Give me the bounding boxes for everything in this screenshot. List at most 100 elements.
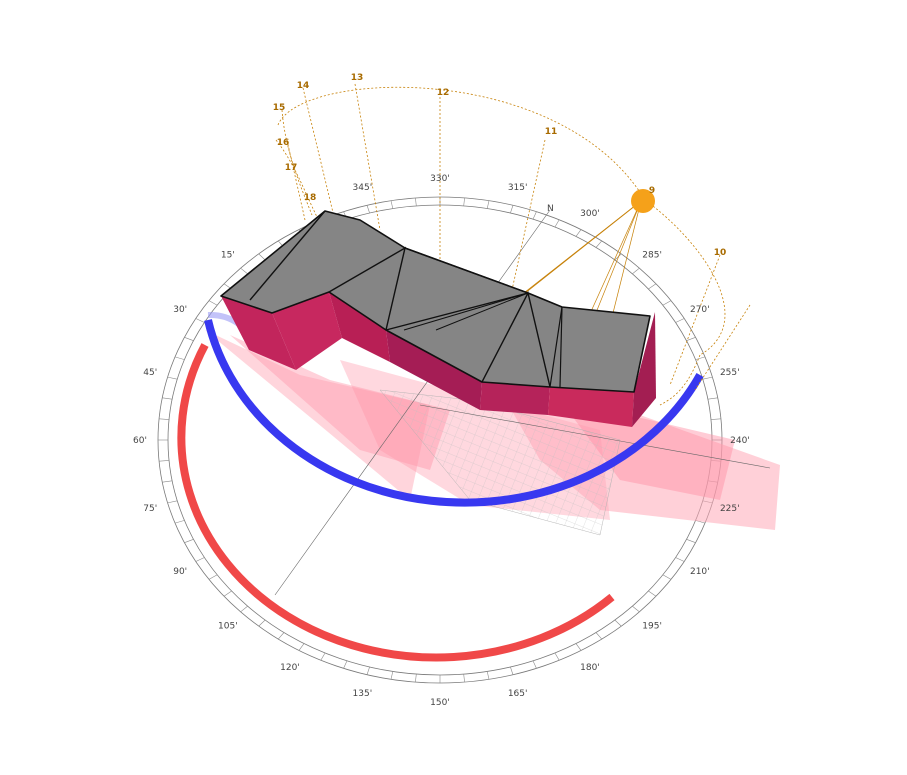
sun-hour-label: 17 bbox=[285, 163, 298, 173]
compass-degree-label: 15' bbox=[221, 251, 235, 261]
compass-tick bbox=[258, 619, 266, 627]
roof bbox=[220, 210, 651, 393]
compass-tick bbox=[240, 267, 248, 275]
compass-degree-label: 105' bbox=[218, 621, 238, 631]
wall-mid-2 bbox=[386, 330, 482, 410]
compass-tick bbox=[575, 643, 582, 651]
compass-tick bbox=[510, 205, 514, 214]
compass-tick bbox=[675, 557, 685, 562]
compass-tick bbox=[366, 205, 370, 214]
compass-tick bbox=[510, 666, 514, 675]
compass-tick bbox=[486, 200, 490, 209]
compass-tick bbox=[167, 376, 178, 380]
compass-tick bbox=[662, 574, 672, 580]
compass-tick bbox=[532, 660, 537, 669]
compass-degree-label: 285' bbox=[642, 251, 662, 261]
sun-hour-label: 10 bbox=[714, 248, 727, 258]
compass-tick bbox=[575, 229, 582, 237]
compass-tick bbox=[415, 197, 417, 206]
compass-degree-label: 150' bbox=[430, 698, 450, 708]
compass-tick bbox=[208, 574, 218, 580]
compass-tick bbox=[463, 674, 465, 683]
compass-tick bbox=[208, 300, 218, 306]
compass-tick bbox=[159, 460, 170, 462]
building bbox=[220, 210, 656, 427]
sun-hour-label: 13 bbox=[351, 73, 364, 83]
arc-blue bbox=[204, 319, 704, 507]
compass-tick bbox=[240, 605, 248, 613]
compass-tick bbox=[162, 480, 173, 483]
roof-ridge-8 bbox=[403, 292, 529, 331]
compass-tick bbox=[614, 253, 622, 261]
compass-tick bbox=[167, 500, 178, 504]
compass-degree-label: 300' bbox=[580, 209, 600, 219]
sun-ray-2 bbox=[519, 200, 642, 297]
sun-hour-label: 9 bbox=[649, 186, 655, 196]
compass-tick bbox=[343, 660, 348, 669]
compass-tick bbox=[702, 376, 713, 380]
roof-ridge-7 bbox=[559, 306, 563, 388]
compass-tick bbox=[662, 300, 672, 306]
sun-hour-label: 16 bbox=[277, 138, 290, 148]
compass-degree-label: 120' bbox=[280, 663, 300, 673]
arc-red bbox=[177, 343, 615, 662]
compass-degree-label: 330' bbox=[430, 174, 450, 184]
compass-tick bbox=[614, 619, 622, 627]
compass-tick bbox=[554, 219, 560, 228]
compass-tick bbox=[298, 643, 305, 651]
sun-icon bbox=[631, 189, 655, 213]
sun-hour-label: 12 bbox=[437, 88, 450, 98]
wall-east bbox=[548, 387, 634, 427]
compass-tick bbox=[366, 666, 370, 675]
compass-tick bbox=[686, 337, 696, 341]
compass-tick bbox=[532, 211, 537, 220]
compass-tick bbox=[675, 318, 685, 323]
compass-degree-label: 180' bbox=[580, 663, 600, 673]
sun-hour-label: 11 bbox=[545, 127, 558, 137]
compass-tick bbox=[648, 590, 657, 597]
compass-tick bbox=[390, 671, 394, 680]
compass-degree-label: 210' bbox=[690, 567, 710, 577]
compass-tick bbox=[648, 283, 657, 290]
compass-tick bbox=[415, 674, 417, 683]
wall-east-end bbox=[632, 312, 656, 427]
roof-ridge-3 bbox=[385, 292, 529, 331]
compass-degree-label: 165' bbox=[508, 689, 528, 699]
wall-west-2 bbox=[272, 292, 342, 370]
compass-degree-label: 60' bbox=[133, 436, 147, 446]
wall-mid-3 bbox=[480, 382, 550, 415]
compass-degree-label: 75' bbox=[143, 504, 157, 514]
compass-tick bbox=[632, 605, 640, 613]
compass-tick bbox=[184, 539, 194, 543]
compass-tick bbox=[195, 557, 205, 562]
compass-tick bbox=[195, 318, 205, 323]
compass-tick bbox=[486, 671, 490, 680]
compass-tick bbox=[710, 418, 721, 420]
compass-degree-label: 225' bbox=[720, 504, 740, 514]
compass-tick bbox=[174, 356, 185, 360]
compass-degree-label: 240' bbox=[730, 436, 750, 446]
compass-degree-label: 195' bbox=[642, 621, 662, 631]
roof-ridges bbox=[249, 210, 326, 301]
sun-hour-label: 18 bbox=[304, 193, 317, 203]
compass-tick bbox=[632, 267, 640, 275]
sun-hour-label: 14 bbox=[297, 81, 310, 91]
compass-degree-label: 30' bbox=[173, 305, 187, 315]
compass-tick bbox=[320, 652, 326, 661]
compass-degree-label: 315' bbox=[508, 183, 528, 193]
compass-degree-label: 255' bbox=[720, 368, 740, 378]
sun-hour-labels: 9 10 11 12 13 14 15 16 17 18 bbox=[273, 73, 727, 258]
roof-ridge-4 bbox=[404, 247, 529, 294]
wall-west-1 bbox=[221, 296, 296, 370]
compass-degree-label: 135' bbox=[353, 689, 373, 699]
compass-tick bbox=[162, 397, 173, 400]
compass-tick bbox=[258, 253, 266, 261]
compass-degree-label: 345' bbox=[353, 183, 373, 193]
sun-ray-lines bbox=[274, 209, 771, 596]
compass-tick bbox=[595, 240, 602, 248]
compass-tick bbox=[390, 200, 394, 209]
compass-degree-label: 90' bbox=[173, 567, 187, 577]
compass-tick bbox=[554, 652, 560, 661]
north-label: N bbox=[547, 204, 554, 214]
